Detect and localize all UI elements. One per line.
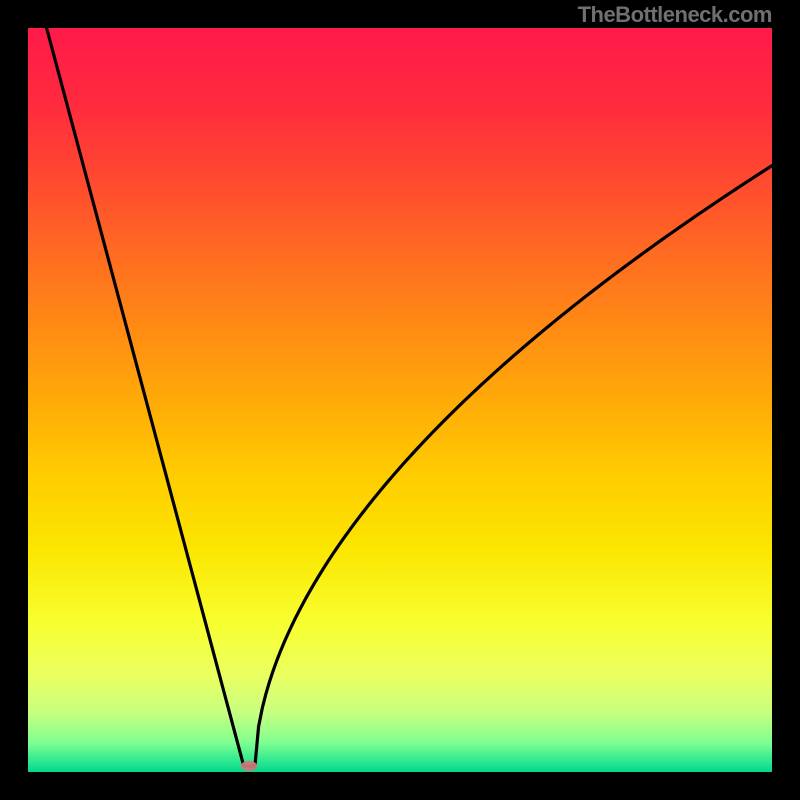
watermark-text: TheBottleneck.com: [578, 2, 772, 28]
chart-container: TheBottleneck.com: [0, 0, 800, 800]
gradient-background: [28, 28, 772, 772]
chart-svg: [28, 28, 772, 772]
plot-area: [28, 28, 772, 772]
minimum-marker: [241, 761, 257, 771]
